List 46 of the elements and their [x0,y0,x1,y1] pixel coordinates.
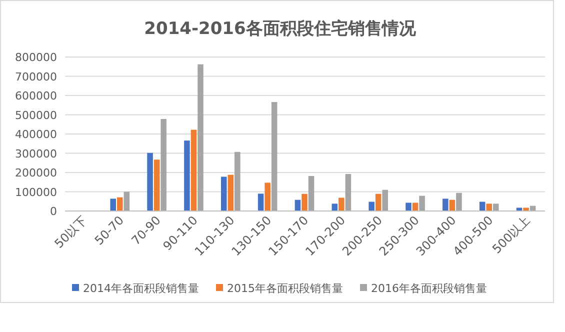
y-tick-label: 500000 [15,108,57,122]
bar [264,182,270,211]
bar [493,204,499,211]
bar [234,152,240,211]
bar [456,192,462,211]
legend-label: 2014年各面积段销售量 [83,282,199,295]
bar [221,176,227,211]
y-tick-label: 300000 [15,147,57,160]
y-tick-label: 100000 [15,186,57,199]
y-tick-label: 0 [50,205,57,218]
bar [160,118,166,211]
bar [345,174,352,211]
bar [419,196,425,211]
bar [228,174,234,211]
bar [486,204,492,211]
bar [198,64,204,211]
bar [308,176,314,211]
y-tick-label: 700000 [15,70,57,84]
bar [258,194,264,211]
y-tick-label: 400000 [15,128,57,141]
legend-label: 2016年各面积段销售量 [371,282,487,295]
y-tick-label: 200000 [15,166,57,180]
bar [332,204,338,211]
bar [117,197,123,211]
chart-title: 2014-2016各面积段住宅销售情况 [144,19,417,39]
bar [147,152,153,211]
bar [294,200,301,211]
bar [368,202,374,211]
bar [190,130,197,211]
bar [184,140,190,211]
y-tick-label: 800000 [15,51,57,64]
bar [302,194,308,211]
y-tick-label: 600000 [15,90,57,102]
bar [154,160,160,211]
bar [412,202,418,211]
bar [442,198,448,211]
bar [382,190,388,211]
bar [375,194,382,211]
bar [110,198,116,211]
legend-label: 2015年各面积段销售量 [227,282,343,295]
bar [449,200,456,211]
bar [338,198,344,211]
bar [523,208,529,211]
bar [271,102,278,211]
bar [124,192,130,211]
bar [406,202,412,211]
